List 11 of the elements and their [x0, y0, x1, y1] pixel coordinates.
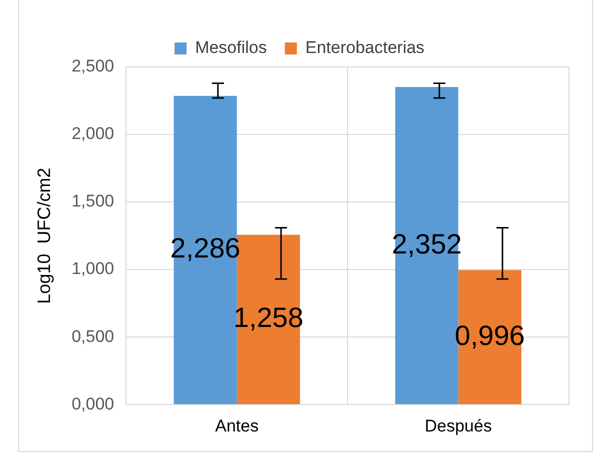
- legend-label: Enterobacterias: [305, 38, 424, 58]
- x-tick-label: Antes: [215, 416, 259, 436]
- y-tick-label: 2,000: [72, 124, 114, 144]
- y-axis-title: Log10 UFC/cm2: [34, 168, 54, 304]
- y-tick-label: 0,000: [72, 394, 114, 414]
- y-tick-label: 1,000: [72, 259, 114, 278]
- y-tick-label: 2,500: [72, 56, 114, 76]
- legend-label: Mesofilos: [195, 38, 267, 58]
- y-tick-label: 0,500: [72, 326, 114, 346]
- y-tick-label: 1,500: [72, 192, 114, 211]
- x-tick-label: Después: [424, 416, 492, 436]
